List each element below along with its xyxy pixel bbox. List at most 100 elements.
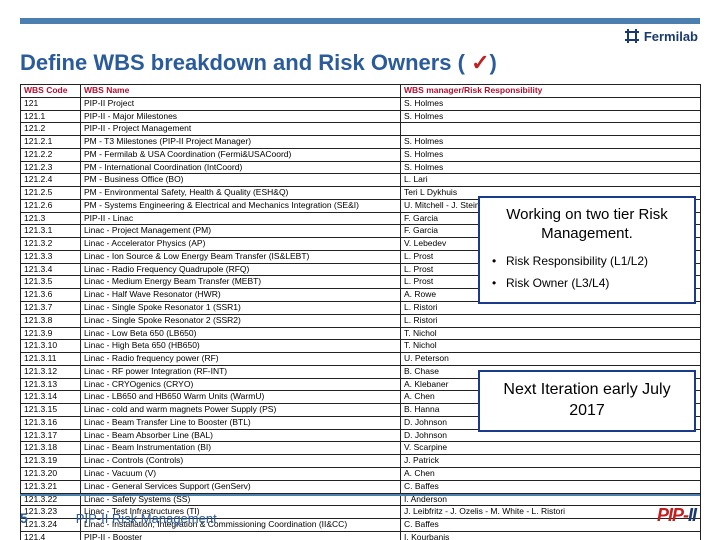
check-icon: ✓ xyxy=(471,50,489,75)
table-cell: I. Kourbanis xyxy=(401,531,701,540)
table-cell: PIP-II - Major Milestones xyxy=(81,110,401,123)
table-cell xyxy=(401,123,701,136)
pip2-red: PIP- xyxy=(657,505,688,525)
table-cell: Linac - cold and warm magnets Power Supp… xyxy=(81,404,401,417)
table-cell: PM - Systems Engineering & Electrical an… xyxy=(81,199,401,212)
table-row: 121.2PIP-II - Project Management xyxy=(21,123,701,136)
table-cell: 121.3.19 xyxy=(21,455,81,468)
wbs-table-wrap: WBS Code WBS Name WBS manager/Risk Respo… xyxy=(20,84,700,540)
table-row: 121.3.10Linac - High Beta 650 (HB650)T. … xyxy=(21,340,701,353)
table-cell: PM - Business Office (BO) xyxy=(81,174,401,187)
table-cell: 121.3.4 xyxy=(21,263,81,276)
table-cell: PM - T3 Milestones (PIP-II Project Manag… xyxy=(81,136,401,149)
table-cell: Linac - Project Management (PM) xyxy=(81,225,401,238)
table-cell: Linac - Low Beta 650 (LB650) xyxy=(81,327,401,340)
table-cell: PM - Fermilab & USA Coordination (Fermi&… xyxy=(81,148,401,161)
table-cell: 121.3.3 xyxy=(21,250,81,263)
table-cell: Linac - Single Spoke Resonator 2 (SSR2) xyxy=(81,314,401,327)
table-cell: 121.1 xyxy=(21,110,81,123)
footer-text: PIP-II Risk Management xyxy=(76,511,217,526)
table-row: 121PIP-II ProjectS. Holmes xyxy=(21,97,701,110)
table-cell: Linac - Controls (Controls) xyxy=(81,455,401,468)
col-wbs-name: WBS Name xyxy=(81,85,401,98)
table-header-row: WBS Code WBS Name WBS manager/Risk Respo… xyxy=(21,85,701,98)
bottom-rule xyxy=(20,494,700,496)
table-cell: Linac - Radio frequency power (RF) xyxy=(81,353,401,366)
table-cell: 121.2.4 xyxy=(21,174,81,187)
table-cell: Linac - General Services Support (GenSer… xyxy=(81,480,401,493)
table-cell: 121.3.17 xyxy=(21,429,81,442)
table-cell: S. Holmes xyxy=(401,136,701,149)
table-cell: 121.3.10 xyxy=(21,340,81,353)
table-cell: 121.3.13 xyxy=(21,378,81,391)
table-cell: 121.3.16 xyxy=(21,416,81,429)
table-cell: PIP-II - Project Management xyxy=(81,123,401,136)
table-cell: Linac - Beam Transfer Line to Booster (B… xyxy=(81,416,401,429)
table-cell: S. Holmes xyxy=(401,148,701,161)
table-cell: J. Patrick xyxy=(401,455,701,468)
table-cell: PM - Environmental Safety, Health & Qual… xyxy=(81,187,401,200)
table-cell: T. Nichol xyxy=(401,327,701,340)
table-cell: 121.3.15 xyxy=(21,404,81,417)
table-cell: 121.3.8 xyxy=(21,314,81,327)
table-cell: PM - International Coordination (IntCoor… xyxy=(81,161,401,174)
table-cell: PIP-II Project xyxy=(81,97,401,110)
table-cell: 121 xyxy=(21,97,81,110)
table-row: 121.2.4PM - Business Office (BO)L. Lari xyxy=(21,174,701,187)
table-cell: Linac - Single Spoke Resonator 1 (SSR1) xyxy=(81,302,401,315)
table-cell: L. Ristori xyxy=(401,314,701,327)
title-prefix: Define WBS breakdown and Risk Owners ( xyxy=(20,50,471,75)
table-row: 121.3.20Linac - Vacuum (V)A. Chen xyxy=(21,467,701,480)
table-cell: S. Holmes xyxy=(401,110,701,123)
table-cell: S. Holmes xyxy=(401,97,701,110)
table-cell: 121.3.1 xyxy=(21,225,81,238)
table-cell: Linac - Accelerator Physics (AP) xyxy=(81,238,401,251)
table-cell: 121.3.7 xyxy=(21,302,81,315)
table-cell: U. Peterson xyxy=(401,353,701,366)
col-wbs-code: WBS Code xyxy=(21,85,81,98)
fermilab-icon xyxy=(624,28,640,44)
table-cell: Linac - High Beta 650 (HB650) xyxy=(81,340,401,353)
table-cell: 121.3.9 xyxy=(21,327,81,340)
table-cell: 121.2 xyxy=(21,123,81,136)
table-cell: S. Holmes xyxy=(401,161,701,174)
pip2-logo: PIP-II xyxy=(657,505,696,526)
table-row: 121.3.21Linac - General Services Support… xyxy=(21,480,701,493)
wbs-table: WBS Code WBS Name WBS manager/Risk Respo… xyxy=(20,84,701,540)
table-cell: PIP-II - Booster xyxy=(81,531,401,540)
table-cell: Linac - Radio Frequency Quadrupole (RFQ) xyxy=(81,263,401,276)
table-row: 121.3.19Linac - Controls (Controls)J. Pa… xyxy=(21,455,701,468)
table-cell: C. Baffes xyxy=(401,480,701,493)
callout1-list: Risk Responsibility (L1/L2) Risk Owner (… xyxy=(492,250,682,294)
table-cell: Linac - CRYOgenics (CRYO) xyxy=(81,378,401,391)
col-wbs-mgr: WBS manager/Risk Responsibility xyxy=(401,85,701,98)
table-cell: 121.2.3 xyxy=(21,161,81,174)
title-suffix: ) xyxy=(490,50,497,75)
pip2-blue: II xyxy=(688,505,696,525)
callout1-item: Risk Owner (L3/L4) xyxy=(492,272,682,294)
top-rule xyxy=(20,18,700,24)
table-row: 121.2.1PM - T3 Milestones (PIP-II Projec… xyxy=(21,136,701,149)
table-cell: 121.4 xyxy=(21,531,81,540)
callout1-header: Working on two tier Risk Management. xyxy=(492,206,682,244)
callout-next-iteration: Next Iteration early July 2017 xyxy=(478,370,696,432)
logo-text: Fermilab xyxy=(644,29,698,44)
table-row: 121.2.3PM - International Coordination (… xyxy=(21,161,701,174)
table-cell: Linac - LB650 and HB650 Warm Units (Warm… xyxy=(81,391,401,404)
table-cell: 121.2.2 xyxy=(21,148,81,161)
footer: 5 PIP-II Risk Management xyxy=(20,510,700,526)
table-row: 121.2.2PM - Fermilab & USA Coordination … xyxy=(21,148,701,161)
table-cell: Linac - Vacuum (V) xyxy=(81,467,401,480)
table-cell: 121.2.5 xyxy=(21,187,81,200)
table-cell: Linac - Medium Energy Beam Transfer (MEB… xyxy=(81,276,401,289)
table-row: 121.3.18Linac - Beam Instrumentation (BI… xyxy=(21,442,701,455)
table-cell: 121.3.20 xyxy=(21,467,81,480)
page-number: 5 xyxy=(20,510,28,526)
callout2-text: Next Iteration early July 2017 xyxy=(492,380,682,422)
table-cell: Linac - Ion Source & Low Energy Beam Tra… xyxy=(81,250,401,263)
table-row: 121.4PIP-II - BoosterI. Kourbanis xyxy=(21,531,701,540)
table-row: 121.3.11Linac - Radio frequency power (R… xyxy=(21,353,701,366)
table-cell: Linac - Beam Instrumentation (BI) xyxy=(81,442,401,455)
table-row: 121.1PIP-II - Major MilestonesS. Holmes xyxy=(21,110,701,123)
table-cell: 121.3 xyxy=(21,212,81,225)
